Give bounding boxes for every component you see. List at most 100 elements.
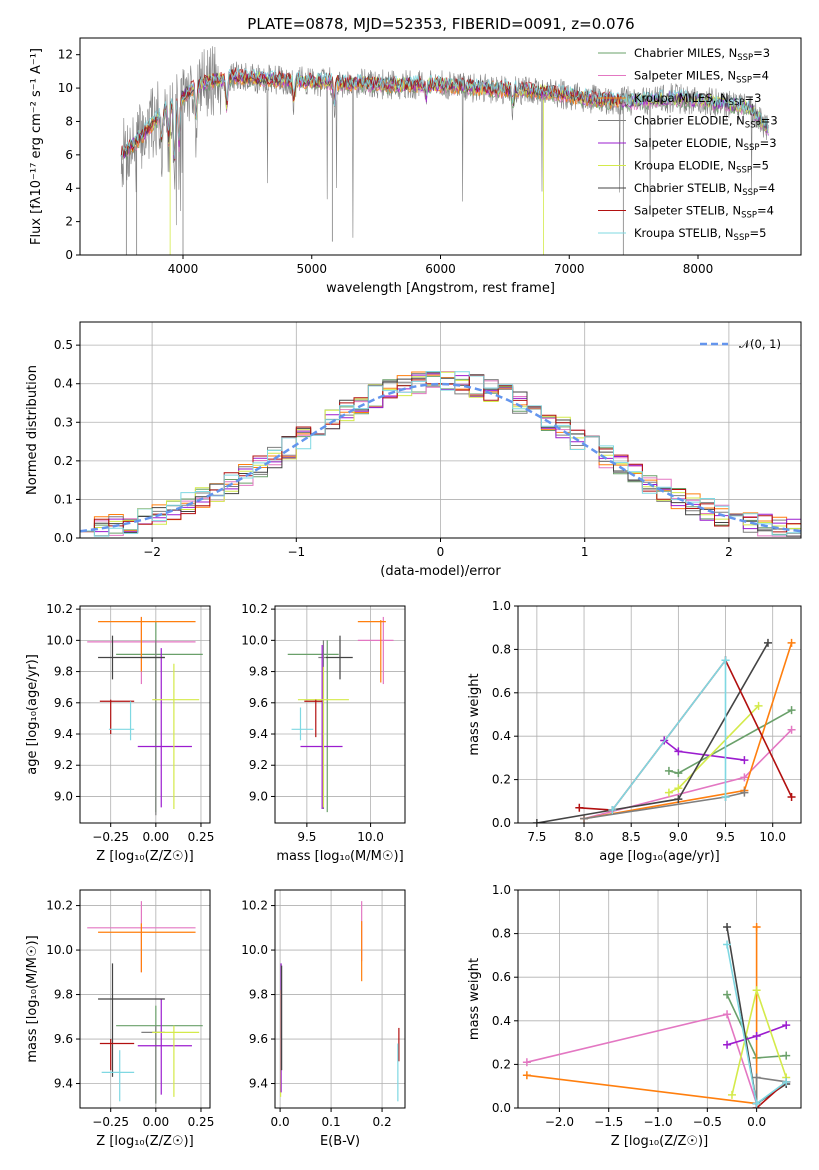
y-tick-label: 10.2 bbox=[241, 899, 268, 913]
y-tick-label: 0.4 bbox=[54, 377, 73, 391]
mass-weight-line bbox=[611, 657, 727, 811]
y-tick-label: 0 bbox=[65, 248, 73, 262]
x-tick-label: 8.0 bbox=[574, 830, 593, 844]
plus-marker bbox=[664, 766, 673, 775]
legend-entry-label: Kroupa MILES, N bbox=[634, 91, 729, 105]
plus-marker bbox=[721, 792, 730, 801]
legend-entry-subscript: SSP bbox=[744, 143, 760, 153]
axes-frame bbox=[79, 889, 211, 1109]
plus-marker bbox=[723, 990, 732, 999]
plus-marker bbox=[787, 725, 796, 734]
y-tick-label: 9.4 bbox=[249, 1077, 268, 1091]
plot-area bbox=[80, 371, 801, 538]
y-tick-label: 0.2 bbox=[54, 454, 73, 468]
x-axis-label: Z [log₁₀(Z/Z☉)] bbox=[96, 1134, 193, 1149]
legend-entry: Salpeter STELIB, NSSP=4 bbox=[634, 204, 774, 221]
x-tick-label: 5000 bbox=[296, 262, 327, 276]
y-axis-label: Flux [fλ10⁻¹⁷ erg cm⁻² s⁻¹ A⁻¹] bbox=[29, 48, 44, 245]
x-tick-label: −0.25 bbox=[92, 830, 129, 844]
y-tick-label: 10 bbox=[58, 81, 73, 95]
y-tick-label: 0.8 bbox=[492, 642, 511, 656]
x-axis-label: E(B-V) bbox=[320, 1134, 360, 1149]
x-tick-label: 9.5 bbox=[716, 830, 735, 844]
y-tick-label: 6 bbox=[65, 148, 73, 162]
y-tick-label: 0.4 bbox=[492, 1014, 511, 1028]
legend-entry-count: =4 bbox=[758, 181, 775, 195]
gauss-curve bbox=[80, 382, 801, 533]
model-spectrum-line bbox=[120, 67, 769, 159]
y-tick-label: 9.2 bbox=[249, 758, 268, 772]
y-tick-label: 4 bbox=[65, 181, 73, 195]
legend-entry-subscript: SSP bbox=[729, 98, 745, 108]
legend-entry-count: =4 bbox=[757, 204, 774, 218]
y-tick-label: 9.6 bbox=[249, 1032, 268, 1046]
x-axis-label: Z [log₁₀(Z/Z☉)] bbox=[611, 1134, 708, 1149]
x-tick-label: 1 bbox=[581, 545, 589, 559]
plus-marker bbox=[674, 784, 683, 793]
legend-entry: 𝒩(0, 1) bbox=[739, 337, 781, 351]
plus-marker bbox=[522, 1058, 531, 1067]
panel-mass-vs-ebv: 0.0 0.1 0.2 9.4 9.6 9.8 10.0 10.2 E(B-V) bbox=[241, 889, 406, 1149]
plus-marker bbox=[723, 1010, 732, 1019]
y-axis-label: mass weight bbox=[467, 958, 482, 1040]
y-tick-label: 1.0 bbox=[492, 599, 511, 613]
y-tick-label: 0.8 bbox=[492, 927, 511, 941]
x-tick-label: 0.0 bbox=[271, 1115, 290, 1129]
y-tick-label: 0.2 bbox=[492, 773, 511, 787]
panel-weight-vs-age: 7.5 8.0 8.5 9.0 9.5 10.0 0.0 0.2 0.4 0.6 0.8 1.0 age… bbox=[467, 599, 802, 864]
legend-entry-label: Salpeter MILES, N bbox=[634, 69, 736, 83]
plot-area bbox=[280, 901, 400, 1102]
plus-marker bbox=[580, 814, 589, 823]
x-tick-label: −1 bbox=[287, 545, 305, 559]
x-tick-label: 8000 bbox=[683, 262, 714, 276]
x-axis-label: age [log₁₀(age/yr)] bbox=[599, 849, 720, 864]
legend-entry: Salpeter MILES, NSSP=4 bbox=[634, 69, 769, 86]
x-axis-label: mass [log₁₀(M/M☉)] bbox=[276, 849, 403, 864]
legend-entry-count: =4 bbox=[752, 69, 769, 83]
x-axis-label: (data-model)/error bbox=[380, 564, 501, 579]
x-tick-label: 4000 bbox=[168, 262, 199, 276]
x-tick-label: 2 bbox=[725, 545, 733, 559]
axes-frame bbox=[517, 889, 802, 1109]
legend-entry-label: Salpeter ELODIE, N bbox=[634, 136, 744, 150]
plus-marker bbox=[723, 940, 732, 949]
plus-marker bbox=[782, 1051, 791, 1060]
legend-entry-label: Salpeter STELIB, N bbox=[634, 204, 741, 218]
x-tick-label: 0.00 bbox=[142, 1115, 169, 1129]
plus-marker bbox=[752, 1099, 761, 1108]
legend-entry-label: Chabrier STELIB, N bbox=[634, 181, 742, 195]
legend-entry-count: =3 bbox=[761, 114, 778, 128]
legend-entry-label: Chabrier MILES, N bbox=[634, 46, 737, 60]
y-tick-label: 0.6 bbox=[492, 970, 511, 984]
axes-frame bbox=[517, 605, 802, 824]
plot-area bbox=[87, 901, 203, 1104]
plus-marker bbox=[787, 792, 796, 801]
legend-entry-count: =5 bbox=[749, 226, 766, 240]
y-axis-label: Normed distribution bbox=[25, 365, 40, 495]
y-tick-label: 9.0 bbox=[249, 789, 268, 803]
y-tick-label: 0.1 bbox=[54, 492, 73, 506]
x-tick-label: −1.5 bbox=[594, 1115, 623, 1129]
plus-marker bbox=[575, 803, 584, 812]
y-tick-label: 10.2 bbox=[241, 602, 268, 616]
panel-age-vs-z: −0.25 0.00 0.25 9.0 9.2 9.4 9.6 9.8 10.0 10.2 Z [l… bbox=[25, 602, 214, 864]
x-tick-label: 0.00 bbox=[142, 830, 169, 844]
plus-marker bbox=[723, 1040, 732, 1049]
y-tick-label: 0.5 bbox=[54, 338, 73, 352]
plus-marker bbox=[740, 788, 749, 797]
y-tick-label: 8 bbox=[65, 114, 73, 128]
axes-frame bbox=[274, 889, 406, 1109]
plus-marker bbox=[532, 819, 541, 823]
y-tick-label: 10.0 bbox=[46, 943, 73, 957]
x-tick-label: 0.25 bbox=[188, 830, 215, 844]
x-tick-label: 0.2 bbox=[373, 1115, 392, 1129]
plot-area bbox=[287, 616, 394, 813]
plus-marker bbox=[674, 769, 683, 778]
mass-weight-line bbox=[668, 709, 792, 774]
legend-entry-subscript: SSP bbox=[734, 233, 750, 243]
legend-entry: Kroupa ELODIE, NSSP=5 bbox=[634, 159, 769, 176]
legend-entry: Chabrier STELIB, NSSP=4 bbox=[634, 181, 775, 198]
plus-marker bbox=[752, 1032, 761, 1041]
